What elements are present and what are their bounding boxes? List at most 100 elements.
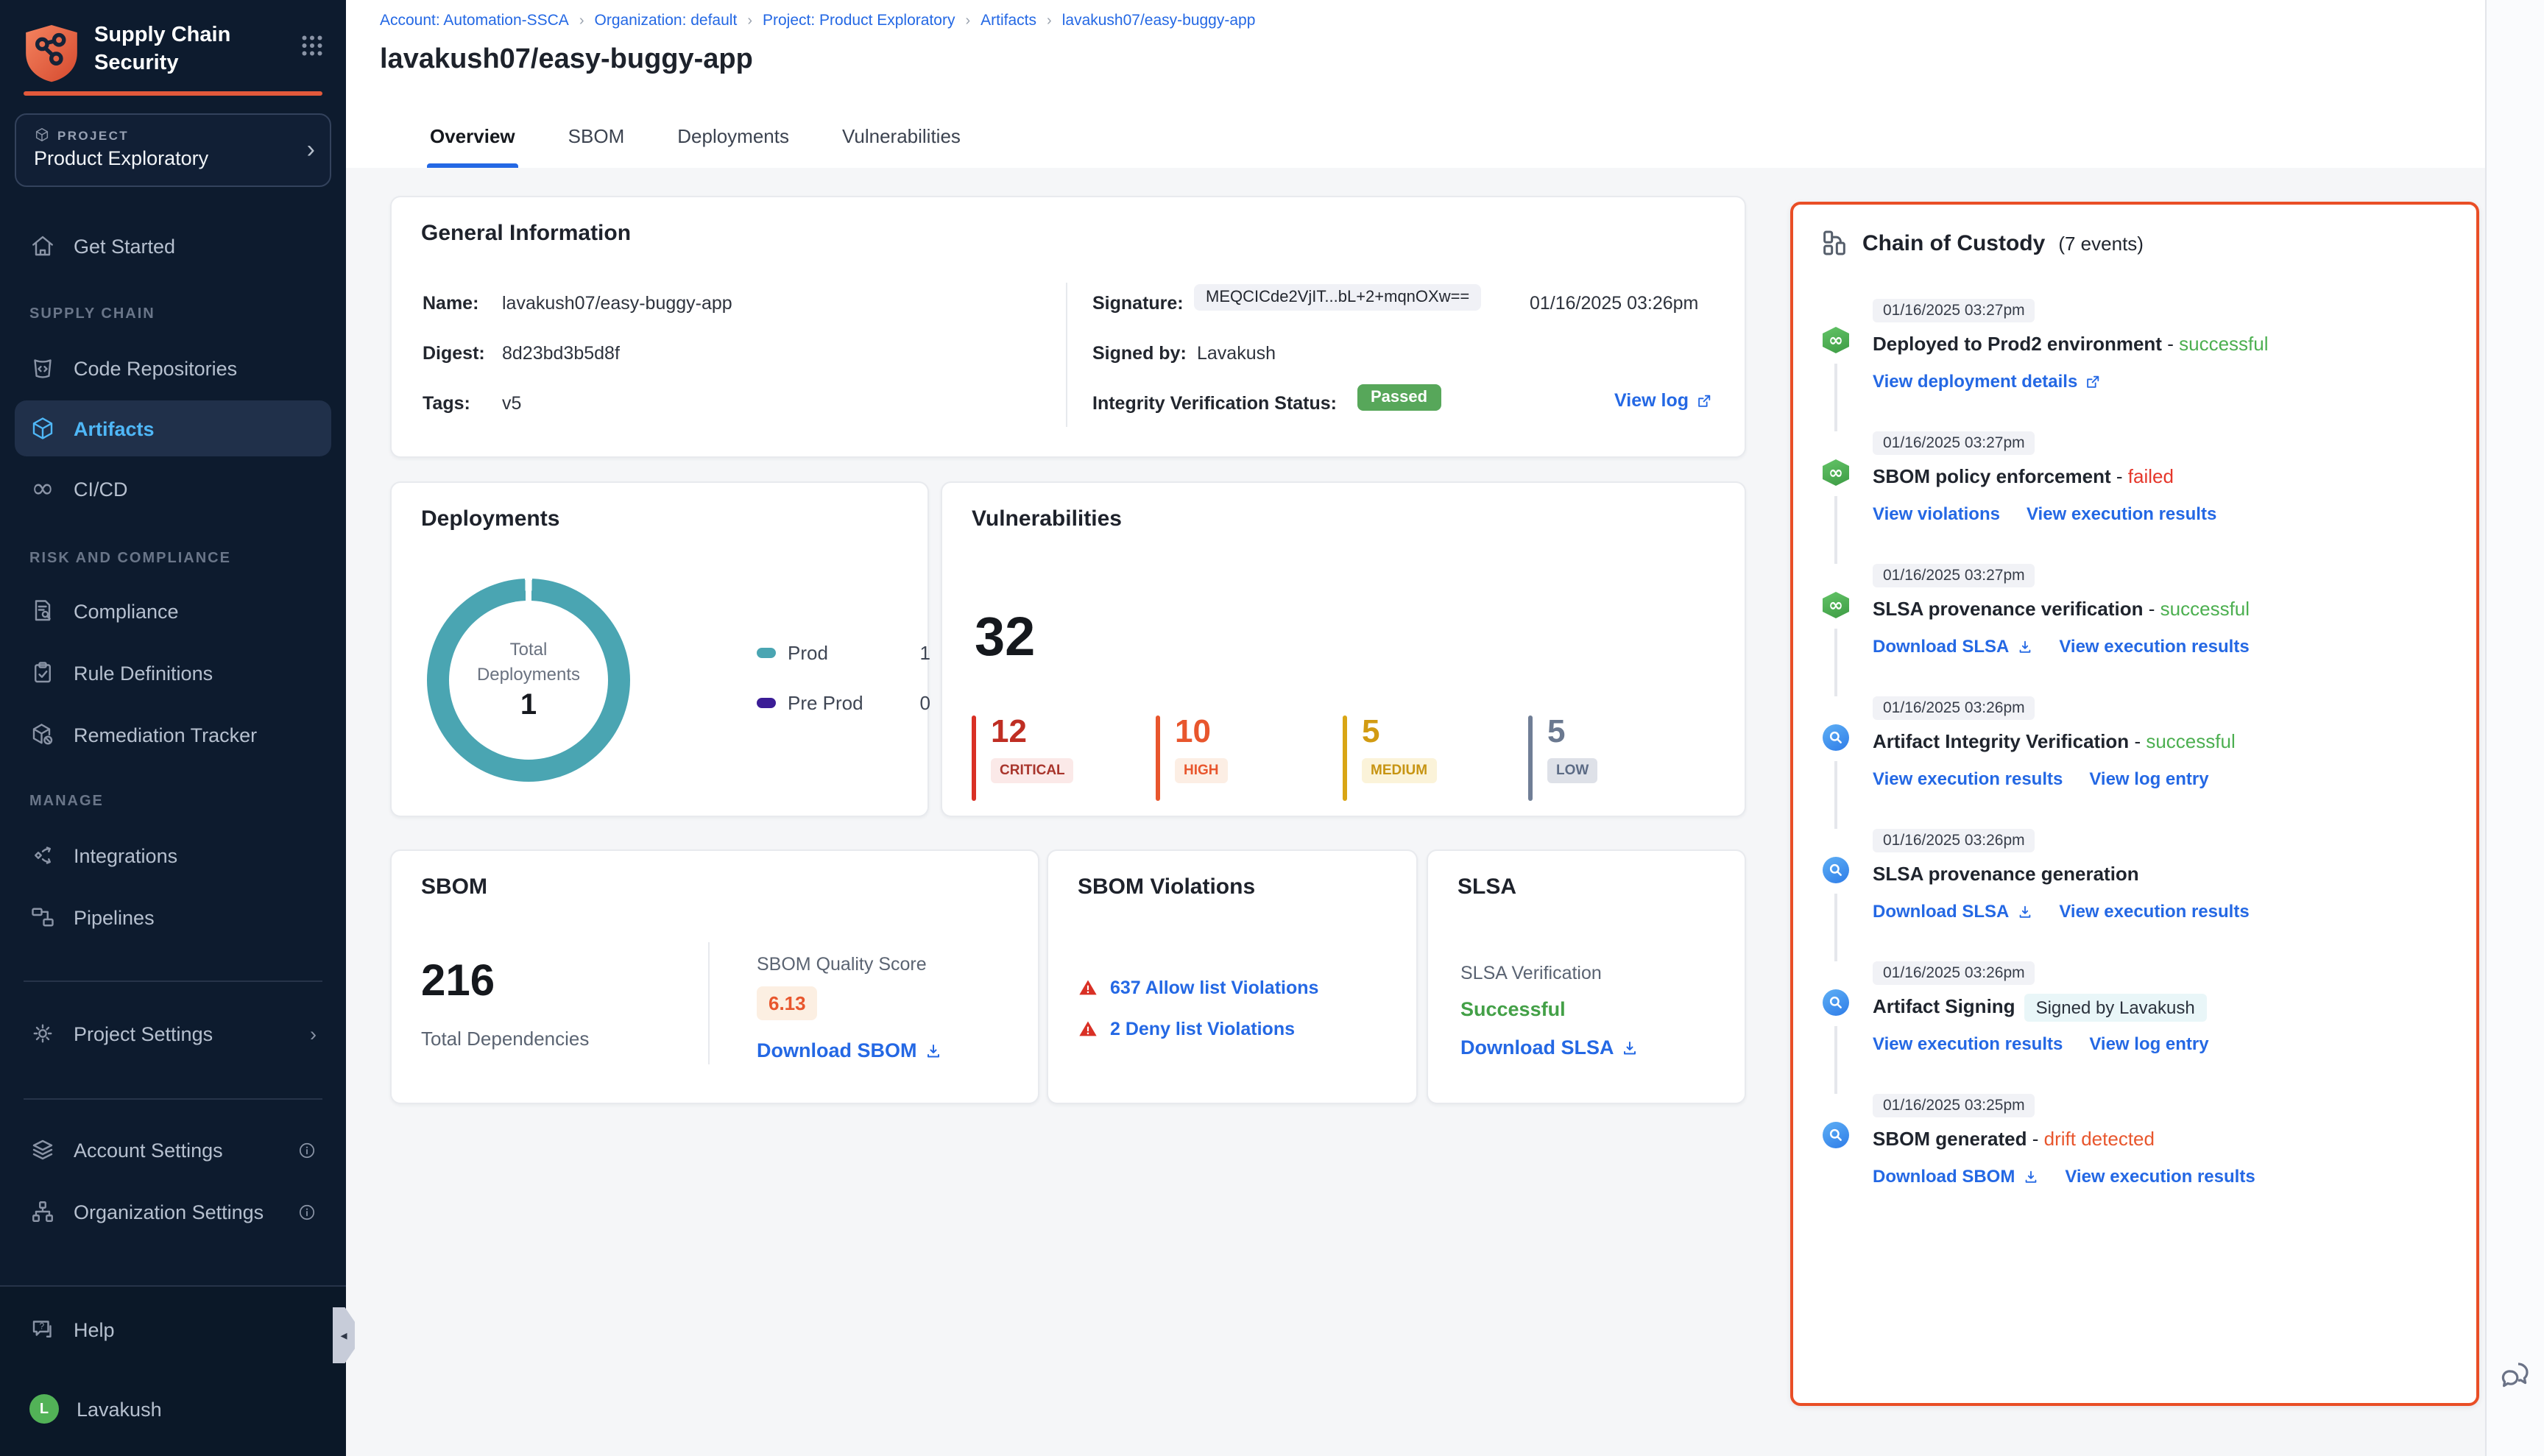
view-log-entry-link[interactable]: View log entry (2089, 1033, 2208, 1054)
info-icon[interactable] (297, 1140, 317, 1159)
org-tree-gear-icon (29, 1198, 56, 1225)
main-area: Account: Automation-SSCA › Organization: … (346, 0, 2485, 1456)
download-sbom-link[interactable]: Download SBOM (757, 1039, 942, 1061)
deployments-donut-chart: Total Deployments 1 (427, 579, 630, 782)
event-time: 01/16/2025 03:26pm (1873, 696, 2035, 720)
breadcrumb-current[interactable]: lavakush07/easy-buggy-app (1062, 12, 1256, 29)
brand-shield-icon (24, 22, 80, 84)
warning-icon (1078, 978, 1098, 998)
digest-value: 8d23bd3b5d8f (502, 343, 620, 364)
general-information-card: General Information Name: lavakush07/eas… (390, 196, 1746, 458)
view-deployment-details-link[interactable]: View deployment details (1873, 371, 2101, 392)
sidebar: Supply Chain Security PROJECT Product Ex… (0, 0, 346, 1456)
sidebar-item-compliance[interactable]: Compliance (0, 583, 346, 639)
help-chat-icon: ? (29, 1316, 56, 1343)
sidebar-item-remediation-tracker[interactable]: Remediation Tracker (0, 707, 346, 763)
cube-wrench-icon (29, 721, 56, 748)
event-time: 01/16/2025 03:27pm (1873, 564, 2035, 587)
severity-bar (1156, 715, 1160, 801)
view-execution-results-link[interactable]: View execution results (1873, 768, 2063, 789)
tab-sbom[interactable]: SBOM (565, 103, 628, 168)
legend-item-prod: Prod 1 (757, 642, 930, 664)
brand-accent-rule (24, 91, 322, 95)
allow-list-violations-row: 637 Allow list Violations (1078, 978, 1318, 998)
breadcrumb-project[interactable]: Project: Product Exploratory (763, 12, 955, 29)
event-time: 01/16/2025 03:25pm (1873, 1094, 2035, 1117)
vertical-divider (1066, 283, 1067, 427)
legend-swatch-prod (757, 648, 776, 658)
sidebar-item-account-settings[interactable]: Account Settings (0, 1122, 346, 1178)
event-status: successful (2149, 598, 2250, 620)
sidebar-item-artifacts[interactable]: Artifacts (15, 400, 331, 456)
project-selector[interactable]: PROJECT Product Exploratory › (15, 113, 331, 187)
view-execution-results-link[interactable]: View execution results (1873, 1033, 2063, 1054)
cube-icon (29, 415, 56, 442)
integrations-icon (29, 842, 56, 869)
tags-label: Tags: (423, 393, 470, 414)
sidebar-footer: ? Help L Lavakush (0, 1285, 346, 1456)
clipboard-check-icon (29, 660, 56, 686)
repository-icon (29, 355, 56, 381)
view-execution-results-link[interactable]: View execution results (2059, 636, 2249, 657)
tags-value: v5 (502, 393, 521, 414)
sidebar-item-get-started[interactable]: Get Started (0, 218, 346, 274)
page-title: lavakush07/easy-buggy-app (380, 44, 753, 77)
chevron-right-icon: › (310, 1022, 317, 1045)
sidebar-item-rule-definitions[interactable]: Rule Definitions (0, 645, 346, 701)
sbom-quality-label: SBOM Quality Score (757, 954, 927, 975)
donut-center-value: 1 (520, 688, 537, 722)
sidebar-item-help[interactable]: ? Help (0, 1301, 346, 1357)
sidebar-item-project-settings[interactable]: Project Settings › (0, 1006, 346, 1061)
sidebar-item-organization-settings[interactable]: Organization Settings (0, 1184, 346, 1240)
breadcrumb-account[interactable]: Account: Automation-SSCA (380, 12, 569, 29)
view-log-entry-link[interactable]: View log entry (2089, 768, 2208, 789)
donut-center-label: Total Deployments (462, 638, 595, 686)
sbom-total-dependencies: 216 (421, 957, 495, 1007)
download-slsa-link[interactable]: Download SLSA (1873, 636, 2032, 657)
pipeline-icon: ∞ (1823, 592, 1849, 618)
view-log-link[interactable]: View log (1614, 390, 1712, 411)
view-violations-link[interactable]: View violations (1873, 503, 2000, 524)
tab-vulnerabilities[interactable]: Vulnerabilities (839, 103, 964, 168)
scan-icon (1823, 724, 1849, 751)
external-link-icon (2085, 373, 2101, 389)
tab-overview[interactable]: Overview (427, 103, 518, 168)
sidebar-user[interactable]: L Lavakush (0, 1381, 346, 1437)
cube-icon (34, 127, 50, 143)
breadcrumb-organization[interactable]: Organization: default (595, 12, 738, 29)
tab-deployments[interactable]: Deployments (674, 103, 792, 168)
external-link-icon (1696, 392, 1712, 409)
event-time: 01/16/2025 03:26pm (1873, 829, 2035, 852)
view-execution-results-link[interactable]: View execution results (2059, 901, 2249, 922)
chevron-separator: › (1047, 13, 1052, 29)
project-name: Product Exploratory (34, 147, 312, 169)
app-switcher-grid-icon[interactable] (299, 32, 325, 59)
deny-list-violations-link[interactable]: 2 Deny list Violations (1110, 1019, 1295, 1039)
feedback-chat-icon[interactable] (2498, 1357, 2534, 1393)
events-timeline: ∞ 01/16/2025 03:27pm Deployed to Prod2 e… (1823, 296, 2453, 1223)
artifact-name: lavakush07/easy-buggy-app (502, 293, 732, 314)
view-execution-results-link[interactable]: View execution results (2027, 503, 2216, 524)
sidebar-item-cicd[interactable]: ∞ CI/CD (0, 461, 346, 517)
view-execution-results-link[interactable]: View execution results (2065, 1166, 2255, 1187)
severity-bar (1528, 715, 1533, 801)
sidebar-item-pipelines[interactable]: Pipelines (0, 889, 346, 945)
event-artifact-signing: 01/16/2025 03:26pm Artifact SigningSigne… (1823, 958, 2453, 1054)
info-icon[interactable] (297, 1202, 317, 1221)
breadcrumb-artifacts[interactable]: Artifacts (981, 12, 1036, 29)
sidebar-item-code-repositories[interactable]: Code Repositories (0, 340, 346, 396)
download-slsa-link[interactable]: Download SLSA (1460, 1036, 1639, 1059)
signature-value: MEQCICde2VjIT...bL+2+mqnOXw== (1194, 284, 1481, 311)
allow-list-violations-link[interactable]: 637 Allow list Violations (1110, 978, 1318, 998)
severity-critical: 12 CRITICAL (972, 715, 1074, 801)
digest-label: Digest: (423, 343, 485, 364)
pipeline-icon: ∞ (1823, 459, 1849, 486)
sidebar-item-integrations[interactable]: Integrations (0, 827, 346, 883)
event-deployed-prod2: ∞ 01/16/2025 03:27pm Deployed to Prod2 e… (1823, 296, 2453, 392)
hierarchy-icon (1820, 228, 1849, 258)
download-slsa-link[interactable]: Download SLSA (1873, 901, 2032, 922)
download-icon (925, 1042, 942, 1059)
card-title: Deployments (421, 506, 559, 531)
download-sbom-link[interactable]: Download SBOM (1873, 1166, 2038, 1187)
chevron-separator: › (579, 13, 584, 29)
